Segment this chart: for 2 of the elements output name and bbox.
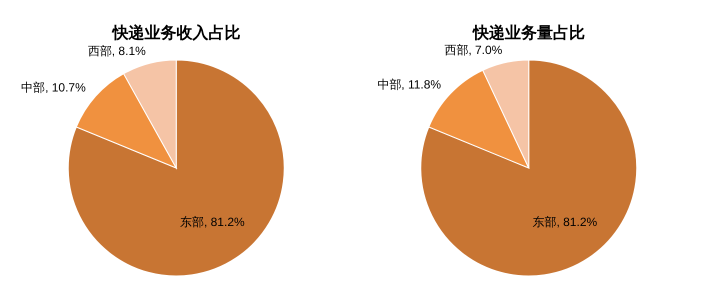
title: 快递业务收入占比 bbox=[112, 25, 240, 42]
title: 快递业务量占比 bbox=[472, 25, 585, 42]
